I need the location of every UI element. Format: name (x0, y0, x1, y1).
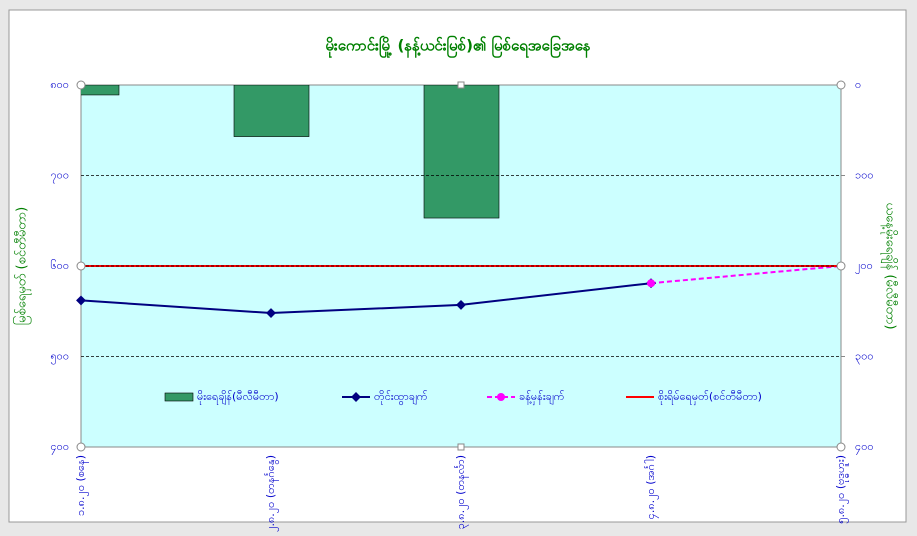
handle (76, 80, 86, 90)
handle (457, 443, 465, 451)
y-tick-label: ၆၀၀ (50, 259, 69, 272)
handle (836, 442, 846, 452)
legend-label: စိုးရိမ်ရေမှတ်(စင်တီမီတာ) (658, 390, 762, 405)
handle (457, 81, 465, 89)
y2-tick-label: ၄၀၀ (855, 440, 874, 455)
legend-marker (351, 392, 361, 402)
legend-marker (497, 393, 505, 401)
y2-tick-label: ၁၀၀ (855, 169, 874, 182)
x-tick-label: ၂.၈.၂၀ (တနင်္ဂနွေ) (264, 455, 279, 532)
legend-label: မိုးရေချိန်(မီလီမီတာ) (197, 390, 279, 405)
point (456, 299, 466, 310)
bar (81, 85, 120, 96)
y2-tick-label: ၂၀၀ (855, 259, 873, 274)
legend-label: တိုင်းထွာချက် (374, 390, 428, 405)
point (266, 308, 276, 319)
x-tick-label: ၅.၈.၂၀ (ဗုဒ္ဓဟူး) (834, 455, 849, 524)
handle (836, 80, 846, 90)
y-tick-label: ၄၀၀ (50, 440, 69, 455)
legend-label: ခန့်မှန်းချက် (519, 390, 565, 405)
point (647, 279, 655, 288)
handle (76, 442, 86, 452)
y2-tick-label: ၀ (855, 78, 861, 91)
y-tick-label: ၇၀၀ (50, 169, 69, 184)
handle (76, 261, 86, 271)
x-tick-label: ၁.၈.၂၀ (စနေ) (74, 455, 89, 516)
y-tick-label: ၈၀၀ (50, 78, 69, 91)
bar (233, 85, 310, 137)
handle (836, 261, 846, 271)
y-axis-label: မြစ်ရေမှတ် (စင်တီမီတာ) (13, 207, 32, 325)
y-tick-label: ၅၀၀ (50, 350, 69, 365)
bar (423, 85, 500, 219)
y2-axis-label: ယနေ့မိုးရေချိန် (မီလီမီတာ) (881, 202, 899, 329)
series-line (81, 282, 652, 315)
x-tick-label: ၃.၈.၂၀ (တနင်္လာ) (454, 455, 469, 529)
y2-tick-label: ၃၀၀ (855, 350, 874, 365)
legend-swatch (164, 392, 194, 402)
x-tick-label: ၄.၈.၂၀ (အင်္ဂါ) (644, 455, 659, 519)
